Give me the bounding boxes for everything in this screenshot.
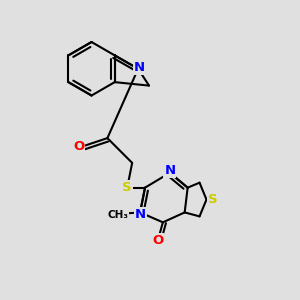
Text: O: O [152, 234, 164, 247]
Text: S: S [208, 193, 217, 206]
Text: N: N [134, 208, 146, 221]
Text: N: N [134, 61, 145, 74]
Text: S: S [122, 181, 132, 194]
Text: CH₃: CH₃ [108, 210, 129, 220]
Text: O: O [73, 140, 84, 152]
Text: N: N [164, 164, 175, 177]
